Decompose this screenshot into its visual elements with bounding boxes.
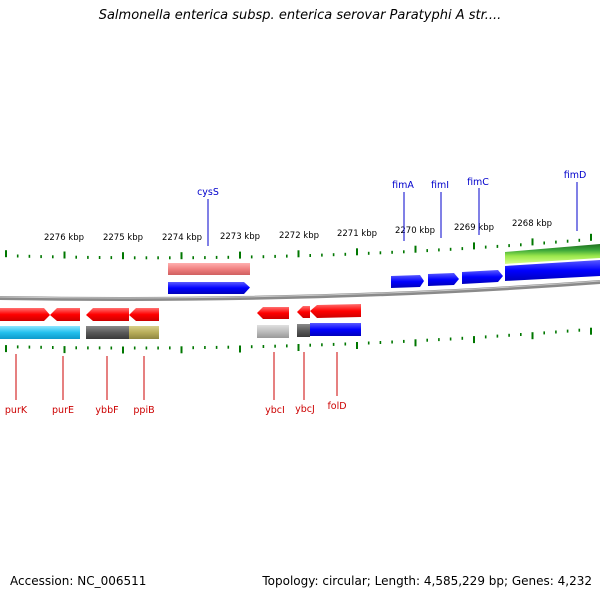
gene-feature[interactable] [0, 308, 50, 321]
gene-label-cysS[interactable]: cysS [197, 187, 219, 198]
gene-label-purK[interactable]: purK [5, 405, 28, 416]
gene-feature[interactable] [257, 325, 289, 338]
scale-label: 2271 kbp [337, 229, 377, 239]
gene-label-purE[interactable]: purE [52, 405, 74, 416]
gene-label-fimI[interactable]: fimI [431, 180, 449, 191]
scale-ticks-bottom [5, 327, 592, 354]
gene-feature[interactable] [310, 304, 361, 318]
gene-feature[interactable] [505, 244, 600, 264]
accession-text: Accession: NC_006511 [10, 574, 147, 588]
gene-label-fimC[interactable]: fimC [467, 177, 489, 188]
gene-label-fimD[interactable]: fimD [564, 170, 587, 181]
reverse-strand-features [0, 304, 361, 339]
gene-feature[interactable] [505, 260, 600, 281]
topology-text: Topology: circular; Length: 4,585,229 bp… [262, 574, 592, 588]
scale-label: 2275 kbp [103, 233, 143, 243]
scale-ticks-top [5, 233, 592, 260]
scale-label: 2269 kbp [454, 223, 494, 233]
gene-feature[interactable] [86, 326, 129, 339]
gene-feature[interactable] [86, 308, 129, 321]
gene-label-ppiB[interactable]: ppiB [133, 405, 154, 416]
scale-label: 2272 kbp [279, 231, 319, 241]
gene-feature[interactable] [257, 307, 289, 319]
forward-strand-features [168, 244, 600, 294]
gene-feature[interactable] [310, 323, 361, 336]
gene-label-ybbF[interactable]: ybbF [95, 405, 118, 416]
gene-feature[interactable] [428, 273, 459, 286]
gene-label-ybcI[interactable]: ybcI [265, 405, 285, 416]
genome-backbone [0, 280, 600, 301]
gene-label-ybcJ[interactable]: ybcJ [295, 404, 315, 415]
gene-feature[interactable] [129, 326, 159, 339]
scale-label: 2270 kbp [395, 226, 435, 236]
scale-label: 2274 kbp [162, 233, 202, 243]
gene-feature[interactable] [168, 263, 250, 275]
scale-label: 2276 kbp [44, 233, 84, 243]
gene-label-folD[interactable]: folD [327, 401, 346, 412]
gene-feature[interactable] [129, 308, 159, 321]
scale-label: 2268 kbp [512, 219, 552, 229]
gene-feature[interactable] [391, 275, 424, 288]
gene-feature[interactable] [0, 326, 80, 339]
scale-label: 2273 kbp [220, 232, 260, 242]
gene-feature[interactable] [462, 270, 503, 284]
gene-feature[interactable] [297, 306, 310, 318]
map-title: Salmonella enterica subsp. enterica sero… [98, 8, 502, 23]
gene-feature[interactable] [297, 324, 310, 337]
gene-feature[interactable] [168, 282, 250, 294]
gene-label-fimA[interactable]: fimA [392, 180, 414, 191]
gene-feature[interactable] [50, 308, 80, 321]
